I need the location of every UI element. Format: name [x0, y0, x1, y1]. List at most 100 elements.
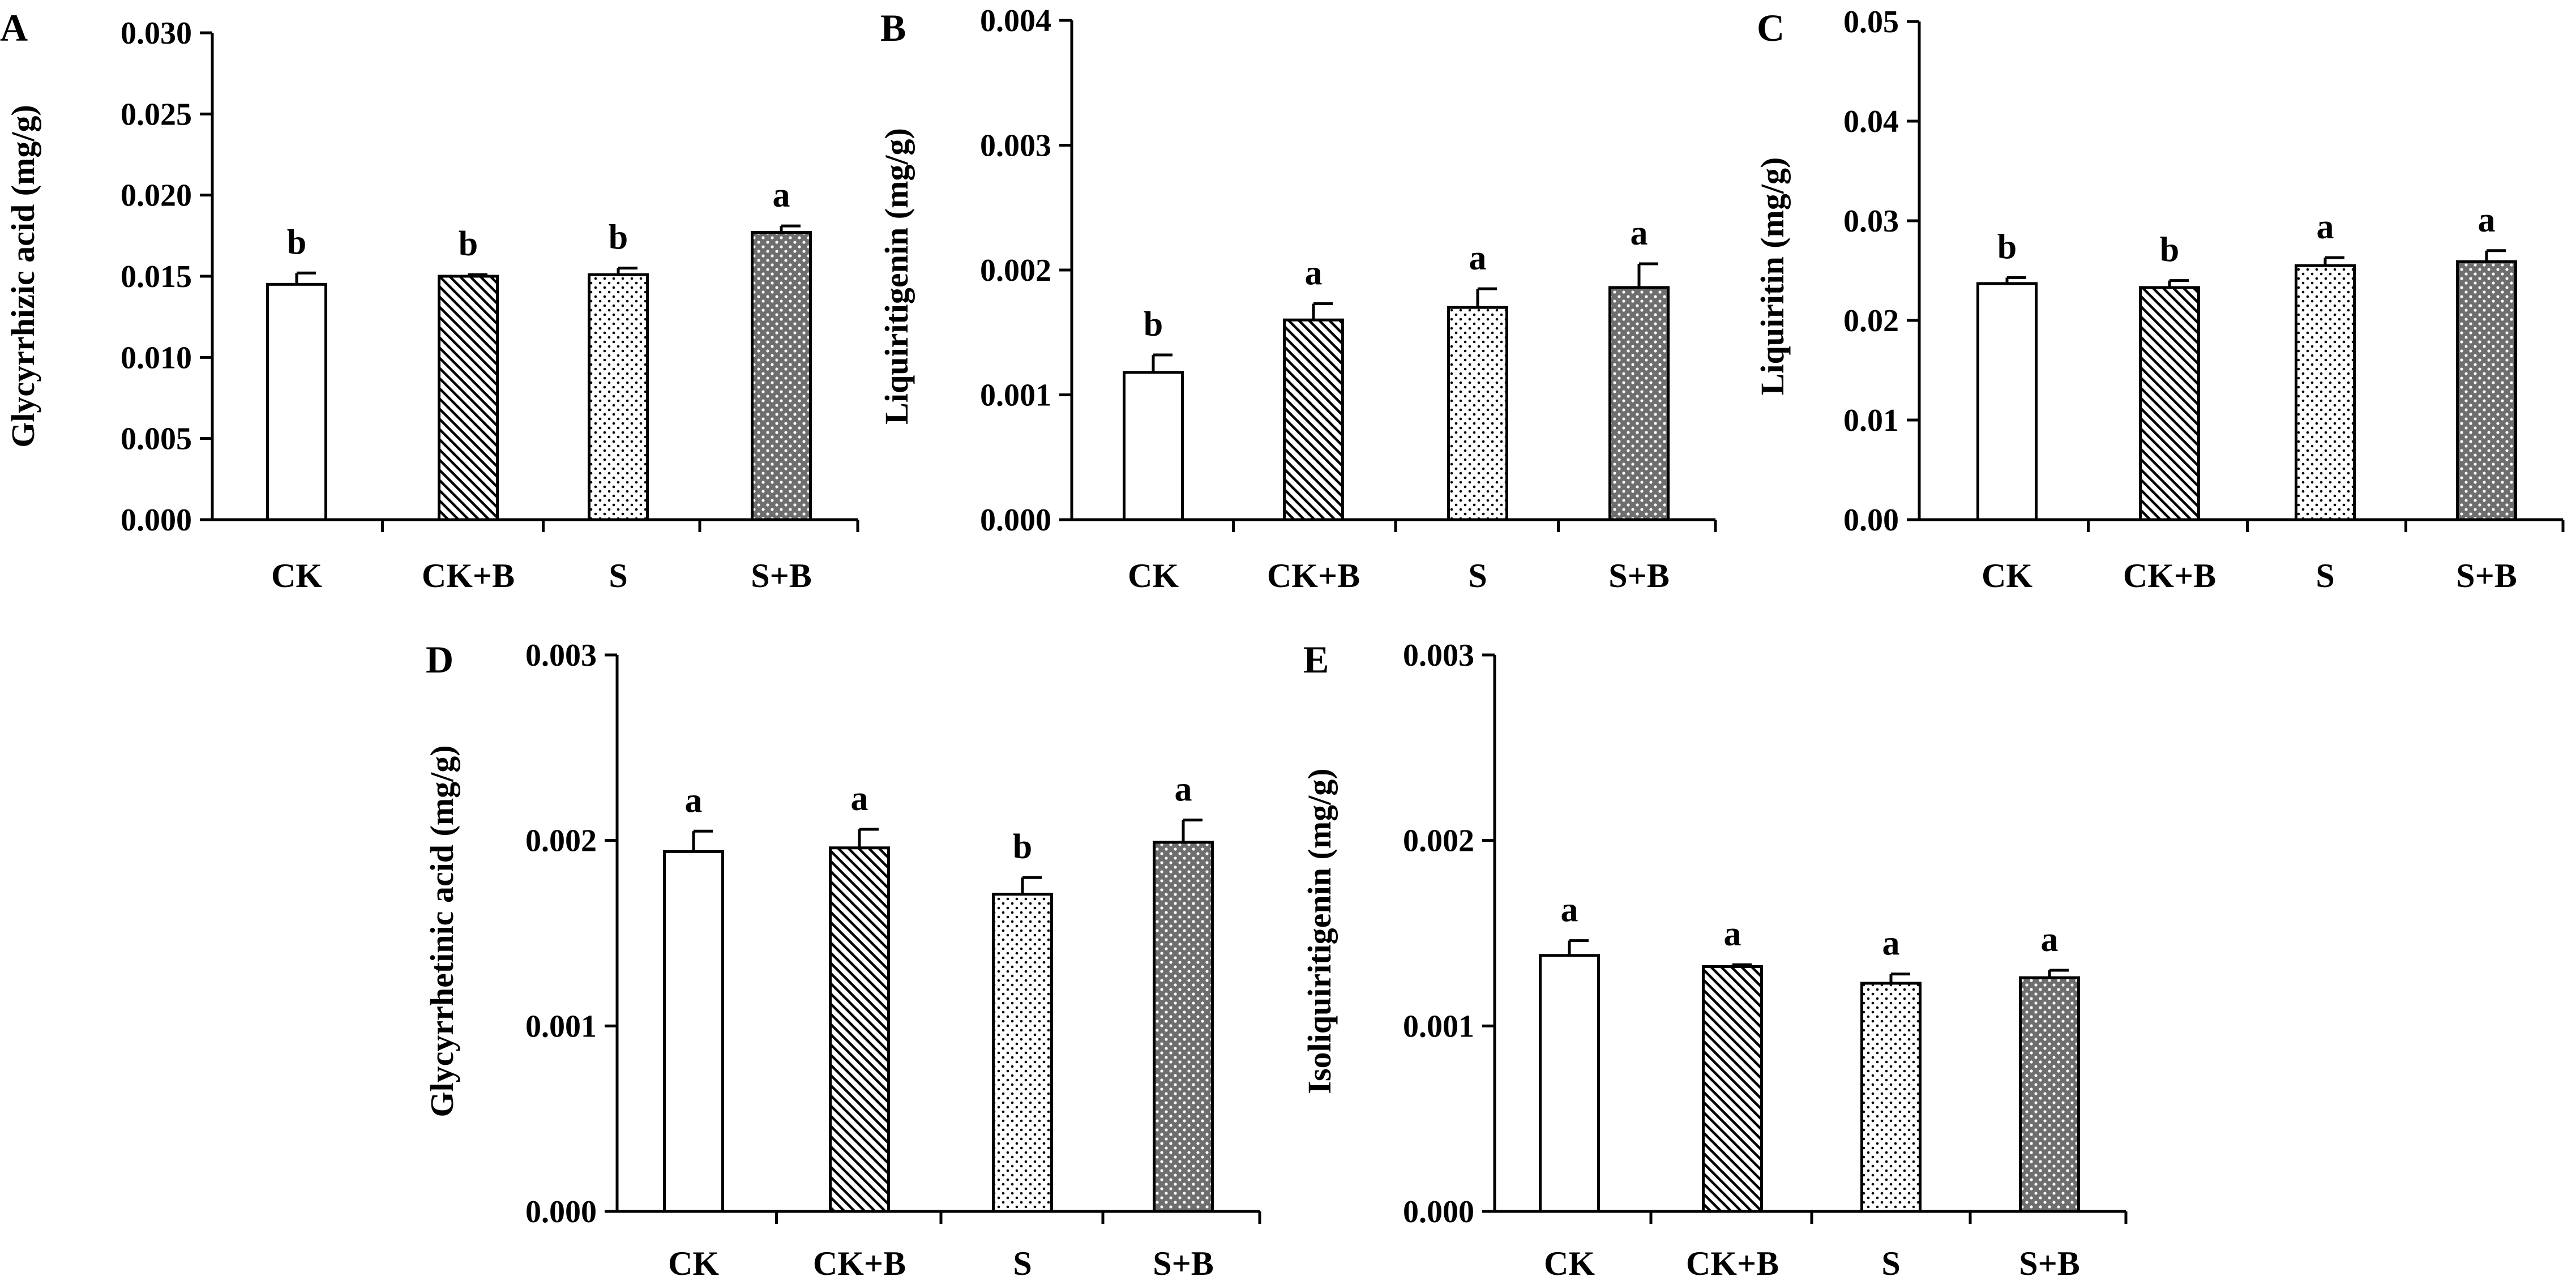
- x-category-label: S: [1881, 1245, 1900, 1282]
- panel-A: A Glycyrrhizic acid (mg/g) 0.0000.0050.0…: [0, 6, 859, 594]
- panel-E: E Isoliquiritigenin (mg/g) 0.0000.0010.0…: [1301, 638, 2128, 1282]
- x-category-label: S+B: [1153, 1245, 1214, 1282]
- significance-letter: a: [1882, 924, 1900, 963]
- significance-letter: a: [1469, 239, 1487, 277]
- x-category-label: CK: [668, 1245, 719, 1282]
- x-category-label: CK+B: [2123, 557, 2216, 594]
- panel-A-ylabel: Glycyrrhizic acid (mg/g): [5, 105, 41, 448]
- x-category-label: S: [2316, 557, 2334, 594]
- y-tick-label: 0.005: [121, 422, 192, 457]
- x-category-label: CK+B: [1267, 557, 1360, 594]
- bar-s-plus-b: [1608, 286, 1670, 521]
- significance-letter: a: [851, 779, 868, 818]
- y-tick-label: 0.010: [121, 340, 192, 375]
- y-tick-label: 0.002: [1403, 824, 1474, 859]
- bar-s: [992, 893, 1053, 1213]
- y-tick-label: 0.002: [980, 253, 1051, 288]
- significance-letter: a: [1631, 214, 1648, 252]
- x-category-label: CK: [271, 557, 322, 594]
- panel-D-ylabel: Glycyrrhetinic acid (mg/g): [423, 745, 460, 1117]
- bar-ck: [266, 282, 327, 521]
- significance-letter: b: [1013, 828, 1032, 866]
- x-category-label: S: [609, 557, 627, 594]
- bar-ck-plus-b: [1283, 318, 1344, 521]
- y-tick-label: 0.001: [980, 378, 1051, 413]
- panel-E-ylabel: Isoliquiritigenin (mg/g): [1301, 768, 1338, 1094]
- significance-letter: b: [459, 225, 478, 263]
- y-tick-label: 0.000: [121, 503, 192, 538]
- panel-B-plot: 0.000 0.001 0.002 0.003 0.004 b CK a CK+B a Sa S+B: [980, 3, 1717, 594]
- bar-ck: [663, 850, 724, 1213]
- bar-s-plus-b: [2019, 976, 2080, 1213]
- y-tick-label: 0.04: [1843, 104, 1899, 139]
- y-tick-label: 0.000: [980, 503, 1051, 538]
- panel-A-letter: A: [0, 6, 28, 49]
- x-category-label: S+B: [1608, 557, 1670, 594]
- x-category-label: S: [1013, 1245, 1032, 1282]
- panel-A-plot: 0.000 0.005 0.010 0.015 0.020 0.025 0.030 b CK b C…: [121, 16, 859, 594]
- bar-ck-plus-b: [438, 275, 499, 521]
- bar-s: [1447, 306, 1508, 521]
- significance-letter: a: [685, 781, 703, 820]
- x-category-label: CK: [1982, 557, 2032, 594]
- panel-C-plot: 0.00 0.01 0.02 0.03 0.04 0.05 b CK b CK+B a Sa S+B: [1843, 5, 2565, 594]
- panel-B-ylabel: Liquiritigenin (mg/g): [878, 128, 915, 425]
- bar-ck: [1976, 282, 2038, 521]
- bar-s: [1860, 982, 1922, 1213]
- panel-D: D Glycyrrhetinic acid (mg/g) 0.0000.0010…: [423, 638, 1261, 1282]
- panel-D-letter: D: [426, 638, 453, 681]
- bar-ck-plus-b: [829, 846, 890, 1213]
- bar-s-plus-b: [2456, 260, 2517, 521]
- significance-letter: b: [2160, 231, 2179, 269]
- y-tick-label: 0.020: [121, 178, 192, 213]
- y-tick-label: 0.00: [1843, 503, 1899, 538]
- y-tick-label: 0.025: [121, 97, 192, 132]
- y-tick-label: 0.015: [121, 259, 192, 294]
- bar-s: [2295, 264, 2356, 521]
- x-category-label: CK: [1544, 1245, 1595, 1282]
- x-category-label: S: [1468, 557, 1487, 594]
- significance-letter: b: [1144, 305, 1163, 344]
- y-tick-label: 0.003: [525, 638, 597, 673]
- y-tick-label: 0.01: [1843, 403, 1899, 438]
- significance-letter: b: [609, 219, 628, 257]
- x-category-label: CK+B: [422, 557, 515, 594]
- panel-B-letter: B: [880, 6, 906, 49]
- panel-C: C Liquiritin (mg/g) 0.00 0.01 0.02 0.03 0.04…: [1754, 5, 2565, 594]
- x-category-label: CK: [1128, 557, 1179, 594]
- panel-E-letter: E: [1303, 638, 1329, 681]
- y-tick-label: 0.05: [1843, 5, 1899, 40]
- significance-letter: a: [1175, 770, 1192, 809]
- x-category-label: S+B: [2456, 557, 2517, 594]
- x-category-label: CK+B: [1686, 1245, 1779, 1282]
- significance-letter: a: [2041, 920, 2059, 959]
- bar-ck-plus-b: [2139, 286, 2200, 521]
- y-tick-label: 0.003: [1403, 638, 1474, 673]
- bar-ck: [1539, 954, 1600, 1213]
- panel-E-plot: 0.000 0.001 0.002 0.003 a CK a CK+B a Sa S+B: [1403, 638, 2128, 1282]
- y-tick-label: 0.001: [1403, 1009, 1474, 1044]
- y-tick-label: 0.002: [525, 824, 597, 859]
- x-category-label: S+B: [2019, 1245, 2080, 1282]
- panel-B: B Liquiritigenin (mg/g) 0.000 0.001 0.002 0…: [878, 3, 1717, 594]
- bar-ck-plus-b: [1702, 965, 1763, 1213]
- panel-D-plot: 0.000 0.001 0.002 0.003 a CK a CK+B b Sa S+B: [525, 638, 1261, 1282]
- y-tick-label: 0.000: [1403, 1194, 1474, 1230]
- bar-s: [588, 273, 649, 521]
- y-tick-label: 0.001: [525, 1009, 597, 1044]
- significance-letter: a: [2317, 208, 2334, 246]
- significance-letter: a: [773, 176, 790, 215]
- significance-letter: a: [2478, 201, 2496, 239]
- significance-letter: a: [1724, 915, 1741, 953]
- panel-C-letter: C: [1757, 6, 1785, 49]
- y-tick-label: 0.030: [121, 16, 192, 51]
- bar-s-plus-b: [1153, 841, 1214, 1213]
- significance-letter: b: [287, 223, 306, 262]
- significance-letter: b: [1997, 228, 2017, 266]
- y-tick-label: 0.004: [980, 3, 1051, 38]
- significance-letter: a: [1561, 891, 1578, 930]
- panel-C-ylabel: Liquiritin (mg/g): [1754, 157, 1791, 396]
- x-category-label: CK+B: [813, 1245, 906, 1282]
- bar-s-plus-b: [751, 231, 812, 521]
- significance-letter: a: [1305, 254, 1323, 293]
